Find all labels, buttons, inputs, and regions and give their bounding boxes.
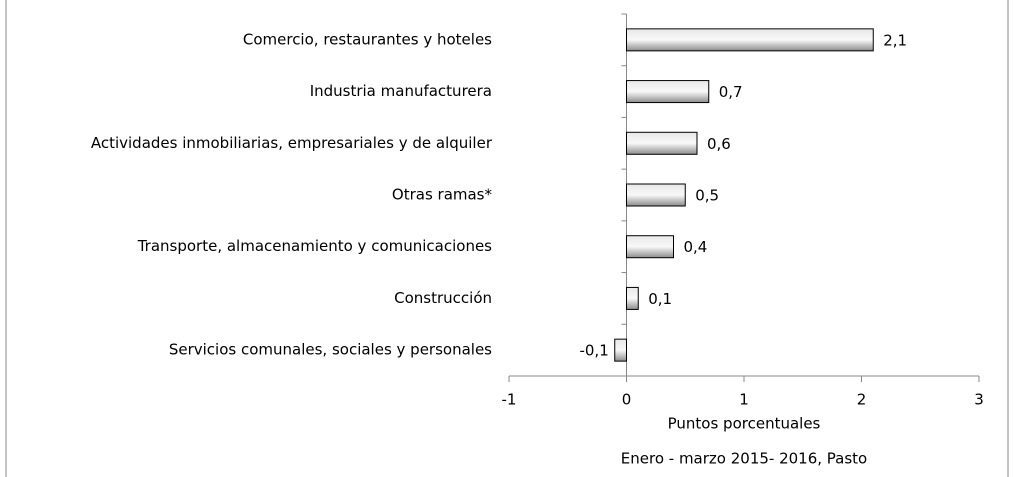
bar — [626, 286, 639, 310]
x-tick-label: 2 — [857, 391, 867, 409]
data-label: 0,6 — [707, 135, 731, 153]
bar — [614, 338, 627, 362]
subtitle: Enero - marzo 2015- 2016, Pasto — [621, 450, 867, 468]
category-label: Comercio, restaurantes y hoteles — [243, 30, 492, 48]
x-tick-label: 3 — [974, 391, 984, 409]
bar — [626, 183, 686, 207]
x-tick-label: 1 — [739, 391, 749, 409]
bar — [626, 235, 674, 259]
category-label: Transporte, almacenamiento y comunicacio… — [137, 237, 492, 255]
data-label: 0,1 — [648, 290, 672, 308]
data-label: 0,5 — [695, 187, 719, 205]
data-label: -0,1 — [579, 342, 608, 360]
category-label: Industria manufacturera — [310, 82, 492, 100]
bar — [626, 28, 874, 52]
category-label: Otras ramas* — [392, 186, 493, 204]
category-label: Construcción — [394, 289, 492, 307]
bar — [626, 80, 710, 104]
x-tick-label: -1 — [502, 391, 517, 409]
x-tick-label: 0 — [622, 391, 632, 409]
data-label: 0,7 — [719, 83, 743, 101]
data-label: 0,4 — [684, 238, 708, 256]
data-label: 2,1 — [883, 31, 907, 49]
category-label: Actividades inmobiliarias, empresariales… — [91, 134, 493, 152]
bar — [626, 131, 698, 155]
x-axis-label: Puntos porcentuales — [668, 415, 821, 433]
frame — [5, 0, 1009, 477]
category-label: Servicios comunales, sociales y personal… — [169, 341, 492, 359]
